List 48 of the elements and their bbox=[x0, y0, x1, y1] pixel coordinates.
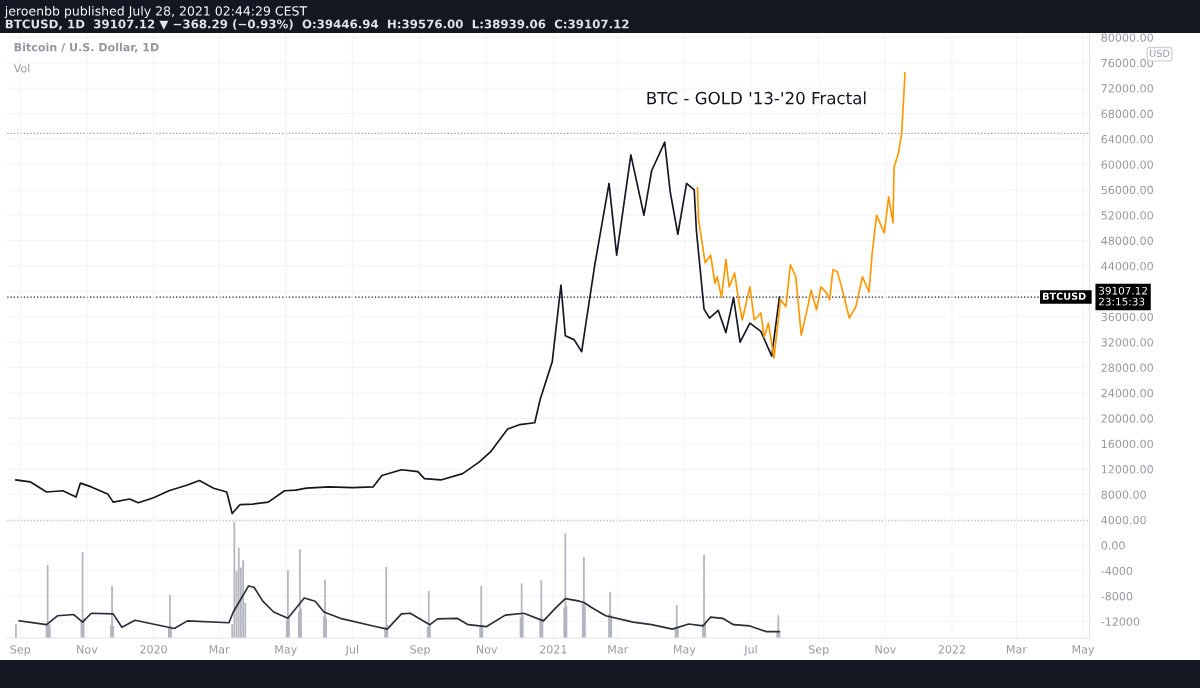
text: 39107.12 23:15:33 bbox=[1099, 286, 1147, 306]
y-tick-label: 64000.00 bbox=[1101, 134, 1153, 144]
x-tick-label: Mar bbox=[608, 645, 629, 654]
y-tick-label: -4000 bbox=[1101, 566, 1133, 576]
y-tick-label: -12000 bbox=[1101, 617, 1140, 626]
x-tick-label: 2021 bbox=[539, 645, 567, 654]
y-tick-label: 4000.00 bbox=[1101, 515, 1146, 525]
y-tick-label: 8000.00 bbox=[1101, 490, 1146, 499]
x-tick-label: Sep bbox=[410, 645, 430, 656]
y-tick-label: 16000.00 bbox=[1101, 439, 1153, 449]
y-tick-label: 68000.00 bbox=[1101, 109, 1153, 118]
ref-line-label: BTCUSD bbox=[1042, 292, 1086, 300]
x-tick-label: 2020 bbox=[140, 645, 167, 654]
y-tick-label: 72000.00 bbox=[1101, 84, 1153, 93]
x-tick-label: Sep bbox=[808, 645, 829, 656]
y-tick-label: 52000.00 bbox=[1101, 211, 1153, 220]
x-tick-label: May bbox=[275, 645, 297, 656]
y-tick-label: 56000.00 bbox=[1101, 185, 1153, 195]
y-tick-label: 20000.00 bbox=[1101, 414, 1153, 423]
x-tick-label: Mar bbox=[1007, 645, 1027, 654]
y-tick-label: 24000.00 bbox=[1101, 388, 1153, 398]
x-tick-label: Sep bbox=[10, 645, 31, 656]
chart-title: jeroenbb published July 28, 2021 02:44:29 CEST bbox=[4, 5, 308, 19]
y-tick-label: 32000.00 bbox=[1101, 338, 1153, 347]
y-tick-label: 0.00 bbox=[1101, 541, 1125, 550]
y-tick-label: 12000.00 bbox=[1101, 465, 1153, 474]
y-tick-label: 36000.00 bbox=[1101, 312, 1153, 322]
y-tick-label: 80000.00 bbox=[1101, 33, 1153, 42]
x-tick-label: May bbox=[1072, 645, 1095, 656]
x-tick-label: Jul bbox=[743, 644, 757, 656]
annotation: Bitcoin / U.S. Dollar, 1D bbox=[14, 42, 159, 53]
y-tick-label: 60000.00 bbox=[1101, 160, 1153, 169]
y-tick-label: 28000.00 bbox=[1101, 363, 1153, 372]
x-tick-label: Nov bbox=[77, 645, 98, 654]
x-tick-label: Mar bbox=[209, 645, 230, 654]
chart-subtitle: BTCUSD, 1D 39107.12 ▼ −368.29 (−0.93%) O:39446.94 H:39576.00 L:38939.06 C:39107.12 bbox=[5, 19, 629, 30]
text: USD bbox=[1149, 49, 1170, 57]
x-tick-label: Nov bbox=[875, 645, 896, 654]
annotation: Vol bbox=[13, 63, 30, 73]
y-tick-label: 76000.00 bbox=[1101, 58, 1153, 68]
y-tick-label: 48000.00 bbox=[1101, 236, 1153, 245]
y-tick-label: -8000 bbox=[1101, 592, 1133, 601]
x-tick-label: 2022 bbox=[938, 645, 965, 654]
x-tick-label: Jul bbox=[345, 644, 359, 656]
x-tick-label: May bbox=[673, 645, 696, 656]
x-tick-label: Nov bbox=[476, 645, 498, 654]
y-tick-label: 44000.00 bbox=[1101, 261, 1153, 271]
annotation: BTC - GOLD '13-'20 Fractal bbox=[647, 91, 866, 105]
